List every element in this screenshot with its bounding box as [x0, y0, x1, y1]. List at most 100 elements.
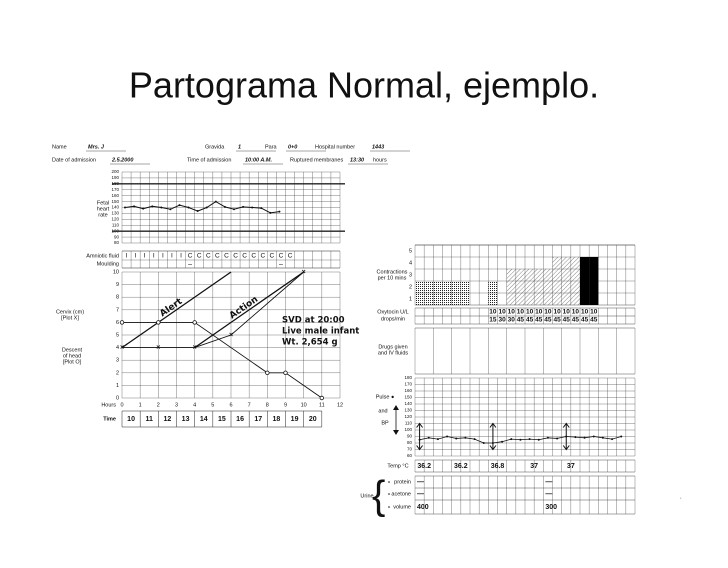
y-tick-label: 120 [404, 414, 412, 419]
fluid-mark: I [162, 253, 164, 260]
temp-value: 36.2 [454, 463, 468, 470]
urine-value: — [545, 491, 552, 498]
y-tick-label: 150 [111, 199, 119, 204]
oxytocin-value: 10 [535, 309, 543, 316]
fluid-mark: C [288, 253, 293, 260]
cervix-label: Cervix (cm) [56, 309, 84, 315]
cervix-label: [Plot X] [61, 315, 79, 321]
pulse-point [510, 438, 513, 441]
fluid-mark: I [126, 253, 128, 260]
time-label: 14 [200, 416, 208, 423]
x-tick-label: 9 [284, 402, 287, 408]
fluid-mark: C [206, 253, 211, 260]
pulse-point [583, 436, 586, 439]
drops-value: 45 [563, 317, 571, 324]
descent-point [319, 395, 325, 401]
contractions-label: Contractions [377, 269, 408, 275]
oxytocin-value: 10 [544, 309, 552, 316]
y-tick-label: 5 [409, 248, 412, 254]
contraction-bar [552, 257, 562, 305]
y-tick-label: 60 [407, 453, 413, 458]
y-tick-label: 2 [409, 284, 412, 290]
field-label: Para [265, 144, 278, 150]
y-tick-label: 170 [111, 187, 119, 192]
x-tick-label: 12 [337, 402, 343, 408]
fhr-point [251, 206, 254, 209]
fluid-mark: I [135, 253, 137, 260]
cervix-line [122, 271, 304, 349]
fluid-mark: C [260, 253, 265, 260]
cervix-point: × [120, 344, 124, 351]
drops-value: 45 [535, 317, 543, 324]
note: SVD at 20:00 [282, 316, 345, 326]
y-tick-label: 6 [116, 320, 119, 326]
time-label: 20 [309, 416, 317, 423]
oxytocin-value: 10 [508, 309, 516, 316]
field-label: Hospital number [315, 144, 355, 150]
y-tick-label: 130 [111, 211, 119, 216]
y-tick-label: 9 [116, 282, 119, 288]
y-tick-label: 120 [111, 217, 119, 222]
descent-label: [Plot O] [63, 359, 82, 365]
pulse-point [611, 438, 614, 441]
descent-line [122, 321, 323, 399]
fhr-label: rate [98, 212, 107, 218]
oxytocin-label: Oxytocin U/L [377, 309, 408, 315]
contraction-bar [561, 257, 571, 305]
fluid-mark: I [153, 253, 155, 260]
contraction-bar [442, 281, 452, 305]
field-suffix: hours [373, 157, 387, 163]
field-value: 13:30 [350, 157, 364, 163]
urine-row-label: volume [393, 504, 411, 510]
x-tick-label: 3 [175, 402, 178, 408]
fhr-label: heart [97, 206, 110, 212]
pulse-point [482, 442, 485, 444]
fluid-mark: C [197, 253, 202, 260]
descent-label: Descent [62, 347, 83, 353]
oxytocin-value: 10 [489, 309, 497, 316]
drugs-label: and IV fluids [378, 350, 409, 356]
y-tick-label: 90 [407, 434, 413, 439]
y-tick-label: 5 [116, 332, 119, 338]
urine-row-label: acetone [391, 491, 411, 497]
field-value: Mrs. J [88, 144, 105, 150]
bp-diastolic [416, 445, 423, 451]
row-label: Amniotic fluid [86, 253, 119, 259]
y-tick-label: 160 [111, 193, 119, 198]
y-tick-label: 4 [116, 345, 119, 351]
oxytocin-value: 10 [526, 309, 534, 316]
temp-value: 37 [567, 463, 575, 470]
time-label: 13 [182, 416, 190, 423]
drops-value: 45 [526, 317, 534, 324]
fhr-point [160, 206, 163, 209]
y-tick-label: 1 [116, 383, 119, 389]
bullet [388, 506, 390, 508]
note: Wt. 2,654 g [282, 338, 338, 348]
field-value: 2.5.2000 [111, 157, 133, 163]
x-tick-label: 7 [248, 402, 251, 408]
urine-row-label: protein [394, 479, 411, 485]
y-tick-label: 140 [111, 205, 119, 210]
contraction-bar [515, 269, 525, 305]
fluid-mark: C [270, 253, 275, 260]
urine-label: Urine [360, 493, 373, 499]
field-label: Name [52, 144, 67, 150]
bp-systolic [562, 422, 570, 428]
fluid-mark: C [279, 253, 284, 260]
contraction-bar [433, 281, 443, 305]
moulding-mark: – [279, 261, 283, 268]
pulse-point [473, 438, 476, 441]
bullet [388, 493, 390, 495]
oxytocin-value: 10 [572, 309, 580, 316]
fluid-mark: I [180, 253, 182, 260]
field-label: Date of admission [52, 157, 96, 163]
urine-value: — [417, 479, 424, 486]
time-label: 19 [291, 416, 299, 423]
time-label: 10 [127, 416, 135, 423]
time-label: 11 [146, 416, 154, 423]
time-label: 12 [164, 416, 172, 423]
y-tick-label: 150 [404, 395, 412, 400]
slide-title: Partograma Normal, ejemplo. [129, 65, 599, 106]
